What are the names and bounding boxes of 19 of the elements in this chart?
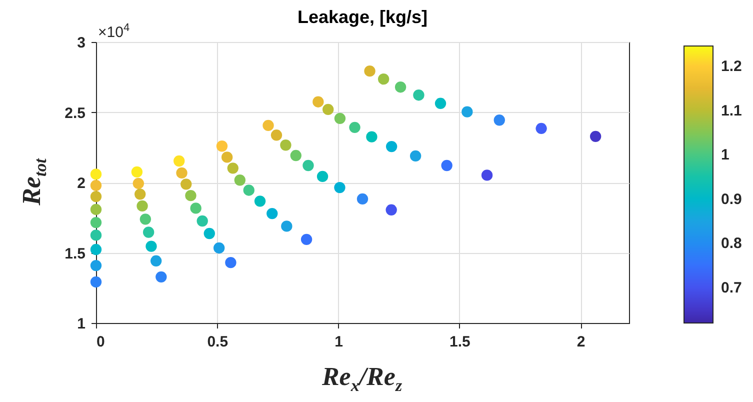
x-tick-label: 1 [334,334,343,350]
x-tick-label: 0 [96,334,105,350]
text: ×10$^{4}$ [98,22,130,41]
x-axis-title: Re$_{x}$/Re$_{z}$ [322,362,402,396]
y-tick-label: 1.5 [64,245,86,262]
color-bar-label: 1 [721,146,730,164]
y-tick-label: 2.5 [64,104,86,122]
x-tick-label: 0.5 [207,334,228,350]
color-bar-label: 1.1 [721,102,742,120]
y-tick-label: 2 [77,175,86,192]
x-tick-label: 1.5 [449,334,470,350]
color-bar-label: 1.2 [721,58,742,75]
y-tick-label: 3 [77,34,86,52]
color-bar-label: 0.7 [721,280,742,297]
chart-title: Leakage, [kg/s] [297,7,428,27]
y-tick-label: 1 [77,316,86,332]
color-bar-label: 0.8 [721,235,742,252]
color-bar-label: 0.9 [721,190,742,208]
x-tick-label: 2 [576,334,586,350]
